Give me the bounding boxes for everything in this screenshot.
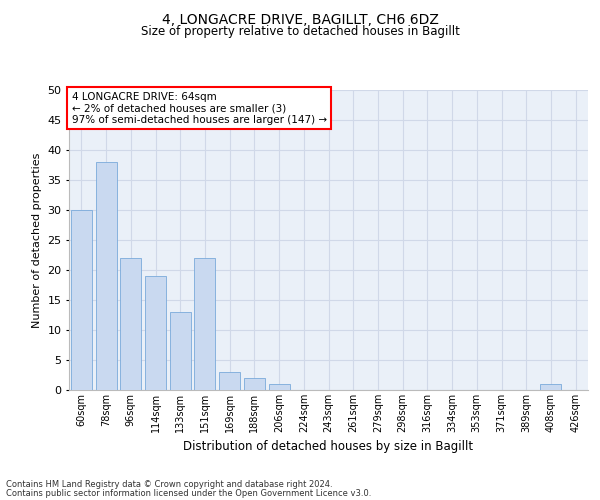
Bar [145,276,166,390]
Bar [170,312,191,390]
Bar [194,258,215,390]
Bar [244,378,265,390]
Text: 4 LONGACRE DRIVE: 64sqm
← 2% of detached houses are smaller (3)
97% of semi-deta: 4 LONGACRE DRIVE: 64sqm ← 2% of detached… [71,92,327,124]
Text: 4, LONGACRE DRIVE, BAGILLT, CH6 6DZ: 4, LONGACRE DRIVE, BAGILLT, CH6 6DZ [161,12,439,26]
Bar [219,372,240,390]
Y-axis label: Number of detached properties: Number of detached properties [32,152,41,328]
Bar [95,162,116,390]
Text: Contains public sector information licensed under the Open Government Licence v3: Contains public sector information licen… [6,489,371,498]
Text: Contains HM Land Registry data © Crown copyright and database right 2024.: Contains HM Land Registry data © Crown c… [6,480,332,489]
Bar [269,384,290,390]
X-axis label: Distribution of detached houses by size in Bagillt: Distribution of detached houses by size … [184,440,473,454]
Bar [71,210,92,390]
Text: Size of property relative to detached houses in Bagillt: Size of property relative to detached ho… [140,25,460,38]
Bar [120,258,141,390]
Bar [541,384,562,390]
